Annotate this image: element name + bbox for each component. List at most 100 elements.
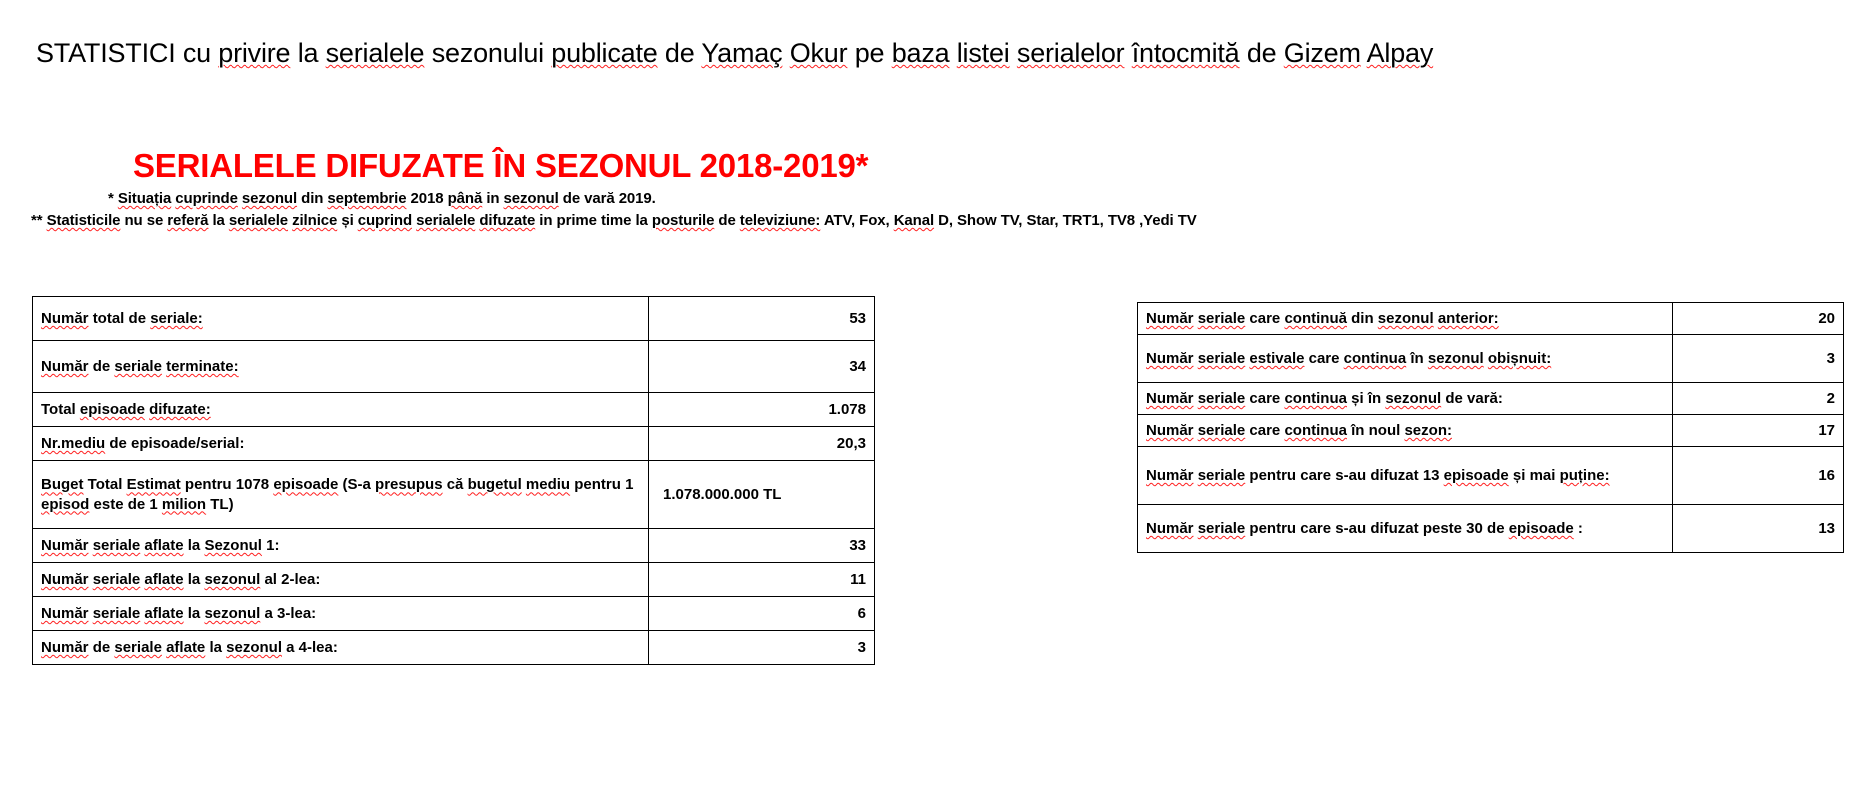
spellcheck-underline: episod xyxy=(41,495,90,513)
row-value: 3 xyxy=(648,630,875,665)
table-row: Număr seriale aflate la Sezonul 1: 33 xyxy=(32,528,875,563)
table-row: Număr seriale care continua în noul sezo… xyxy=(1137,414,1844,447)
spellcheck-underline: seriale xyxy=(1197,389,1246,407)
spellcheck-underline: mediu xyxy=(525,476,571,494)
row-value: 6 xyxy=(648,596,875,631)
spellcheck-underline: Număr xyxy=(41,638,89,656)
row-value: 3 xyxy=(1672,334,1844,383)
spellcheck-underline: Estimat xyxy=(126,476,181,494)
spellcheck-underline: milion xyxy=(161,495,207,513)
table-row: Număr seriale pentru care s-au difuzat p… xyxy=(1137,504,1844,553)
table-row: Buget Total Estimat pentru 1078 episoade… xyxy=(32,460,875,529)
spellcheck-underline: sezonul xyxy=(1385,389,1442,407)
row-value: 1.078 xyxy=(648,392,875,427)
spellcheck-underline: publicate xyxy=(551,38,658,68)
table-row: Număr seriale estivale care continua în … xyxy=(1137,334,1844,383)
row-label: Nr.mediu de episoade/serial: xyxy=(32,426,649,461)
table-row: Total episoade difuzate: 1.078 xyxy=(32,392,875,427)
spellcheck-underline: sezonul xyxy=(226,638,282,656)
spellcheck-underline: seriale xyxy=(92,536,141,554)
table-left-body: Număr total de seriale: 53 Număr de serial… xyxy=(32,296,875,665)
spellcheck-underline: Alpay xyxy=(1366,38,1434,68)
spellcheck-underline: Număr xyxy=(41,570,89,588)
row-value: 11 xyxy=(648,562,875,597)
spellcheck-underline: sezonul xyxy=(241,190,298,207)
spellcheck-underline: seriale xyxy=(92,570,141,588)
spellcheck-underline: Okur xyxy=(789,38,848,68)
footnote-seasons-range: * Situația cuprinde sezonul din septembr… xyxy=(108,190,656,207)
row-label: Număr seriale aflate la Sezonul 1: xyxy=(32,528,649,563)
spellcheck-underline: Yamaç xyxy=(701,38,783,68)
row-value: 34 xyxy=(648,340,875,393)
spellcheck-underline: seriale xyxy=(1197,349,1246,367)
row-label: Total episoade difuzate: xyxy=(32,392,649,427)
spellcheck-underline: difuzate: xyxy=(149,400,211,418)
spellcheck-underline: Număr xyxy=(1146,389,1194,407)
row-value: 17 xyxy=(1672,414,1844,447)
spellcheck-underline: difuzate xyxy=(479,212,536,229)
spellcheck-underline: seriale: xyxy=(150,309,203,327)
table-row: Număr de seriale aflate la sezonul a 4-l… xyxy=(32,630,875,665)
row-label: Buget Total Estimat pentru 1078 episoade… xyxy=(32,460,649,529)
spellcheck-underline: anterior: xyxy=(1437,309,1499,327)
row-value: 16 xyxy=(1672,446,1844,505)
row-value: 33 xyxy=(648,528,875,563)
spellcheck-underline: aflate xyxy=(166,638,206,656)
footnote-channels: ** Statisticile nu se referă la serialel… xyxy=(31,212,1197,229)
spellcheck-underline: Număr xyxy=(1146,519,1194,537)
spellcheck-underline: aflate xyxy=(144,604,184,622)
row-label: Număr seriale pentru care s-au difuzat p… xyxy=(1137,504,1673,553)
spellcheck-underline: estivale xyxy=(1249,349,1305,367)
row-label: Număr total de seriale: xyxy=(32,296,649,341)
spellcheck-underline: episoade xyxy=(79,400,145,418)
spellcheck-underline: serialele xyxy=(228,212,289,229)
row-label: Număr seriale care continua în noul sezo… xyxy=(1137,414,1673,447)
spellcheck-underline: Număr xyxy=(1146,309,1194,327)
spellcheck-underline: seriale xyxy=(114,638,162,656)
spellcheck-underline: Gizem xyxy=(1283,38,1361,68)
table-right-body: Număr seriale care continuă din sezonul … xyxy=(1137,302,1844,553)
spellcheck-underline: serialelor xyxy=(1016,38,1125,68)
spellcheck-underline: întocmită xyxy=(1131,38,1240,68)
row-value: 53 xyxy=(648,296,875,341)
table-row: Număr seriale aflate la sezonul a 3-lea:… xyxy=(32,596,875,631)
table-row: Număr seriale care continua și în sezonu… xyxy=(1137,382,1844,415)
table-row: Număr seriale aflate la sezonul al 2-lea… xyxy=(32,562,875,597)
spellcheck-underline: Număr xyxy=(1146,421,1194,439)
spellcheck-underline: sezon: xyxy=(1404,421,1452,439)
spellcheck-underline: sezonul xyxy=(204,570,261,588)
spellcheck-underline: Kanal xyxy=(893,212,935,229)
row-value: 13 xyxy=(1672,504,1844,553)
spellcheck-underline: Nr.mediu xyxy=(41,434,106,452)
row-value: 1.078.000.000 TL xyxy=(648,460,875,529)
spellcheck-underline: Număr xyxy=(1146,466,1194,484)
spellcheck-underline: seriale xyxy=(1197,309,1246,327)
row-label: Număr seriale care continuă din sezonul … xyxy=(1137,302,1673,335)
row-label: Număr de seriale aflate la sezonul a 4-l… xyxy=(32,630,649,665)
spellcheck-underline: baza xyxy=(891,38,950,68)
spellcheck-underline: Număr xyxy=(41,309,89,327)
spellcheck-underline: listei xyxy=(956,38,1010,68)
table-row: Nr.mediu de episoade/serial: 20,3 xyxy=(32,426,875,461)
spellcheck-underline: obișnuit: xyxy=(1487,349,1552,367)
row-value: 20 xyxy=(1672,302,1844,335)
spellcheck-underline: episoade xyxy=(1443,466,1509,484)
spellcheck-underline: referă xyxy=(167,212,209,229)
spellcheck-underline: Statisticile xyxy=(46,212,121,229)
spellcheck-underline: cuprind xyxy=(357,212,413,229)
spellcheck-underline: zilnice xyxy=(292,212,338,229)
spellcheck-underline: episoade xyxy=(273,476,339,494)
spellcheck-underline: continuă xyxy=(1284,309,1347,327)
spellcheck-underline: Situația xyxy=(117,190,172,207)
spellcheck-underline: privire xyxy=(218,38,291,68)
spellcheck-underline: aflate xyxy=(144,570,184,588)
spellcheck-underline: Buget xyxy=(41,476,84,494)
row-label: Număr seriale aflate la sezonul a 3-lea: xyxy=(32,596,649,631)
spellcheck-underline: continua xyxy=(1284,389,1347,407)
spellcheck-underline: seriale xyxy=(1197,519,1246,537)
spellcheck-underline: Sezonul xyxy=(204,536,262,554)
spellcheck-underline: sezonul xyxy=(1377,309,1434,327)
spellcheck-underline: seriale xyxy=(1197,466,1246,484)
page-title: STATISTICI cu privire la serialele sezon… xyxy=(36,38,1434,68)
spellcheck-underline: televiziune: xyxy=(739,212,821,229)
